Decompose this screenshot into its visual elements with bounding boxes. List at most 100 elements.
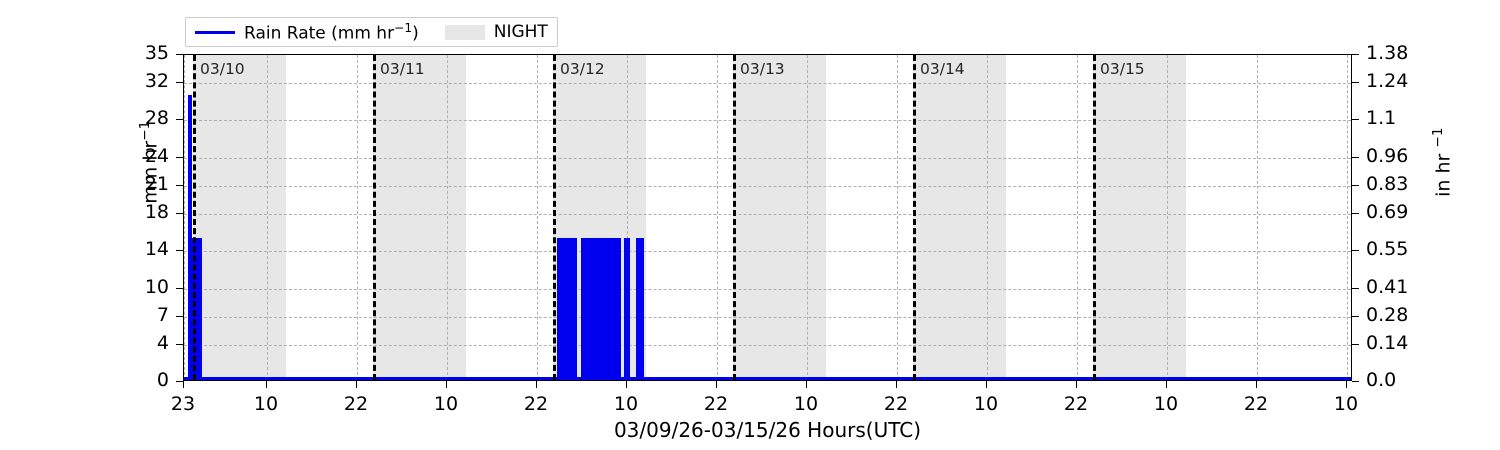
- y2-tick-mark-7: [1352, 156, 1359, 158]
- x-tick-mark-12: [1256, 381, 1257, 388]
- y2-tick-label-9: 1.24: [1366, 70, 1409, 93]
- x-tick-mark-7: [806, 381, 807, 388]
- night-band-4: [913, 55, 1006, 380]
- night-band-0: [193, 55, 286, 380]
- x-tick-mark-6: [716, 381, 717, 388]
- y2-tick-label-0: 0.0: [1366, 369, 1397, 391]
- gridline-horizontal-2: [184, 316, 1351, 318]
- y-tick-label-3: 10: [144, 275, 169, 298]
- y2-tick-label-8: 1.1: [1366, 107, 1397, 130]
- y-tick-label-7: 24: [144, 144, 169, 167]
- gridline-vertical-3: [447, 55, 448, 380]
- day-label-03-13: 03/13: [740, 60, 785, 78]
- gridline-vertical-1: [267, 55, 268, 380]
- y2-tick-mark-0: [1352, 381, 1359, 382]
- x-tick-mark-2: [356, 381, 357, 388]
- x-tick-label-13: 10: [1333, 393, 1359, 415]
- rain-rate-bar-1: [192, 238, 202, 380]
- y2-tick-label-2: 0.28: [1366, 303, 1409, 326]
- day-divider-03-10: [193, 55, 196, 380]
- y2-tick-mark-3: [1352, 287, 1359, 289]
- rain-rate-bar-5: [636, 238, 644, 380]
- x-tick-label-1: 10: [253, 393, 279, 415]
- day-label-03-11: 03/11: [380, 60, 425, 78]
- day-label-03-10: 03/10: [200, 60, 245, 78]
- y-tick-label-6: 21: [144, 172, 169, 195]
- y2-tick-label-10: 1.38: [1366, 42, 1409, 64]
- legend-line-icon: [195, 30, 235, 34]
- legend-entry-night: NIGHT: [444, 22, 548, 42]
- y2-tick-mark-9: [1352, 82, 1359, 84]
- gridline-vertical-2: [357, 55, 358, 380]
- x-tick-label-5: 10: [613, 393, 639, 415]
- gridline-horizontal-4: [184, 251, 1351, 253]
- night-band-5: [1093, 55, 1186, 380]
- y-tick-label-1: 4: [156, 331, 169, 354]
- legend-patch-icon: [444, 24, 485, 40]
- gridline-vertical-4: [537, 55, 538, 380]
- legend-label-rain-rate: Rain Rate (mm hr−1): [244, 20, 419, 44]
- gridline-horizontal-1: [184, 344, 1351, 346]
- gridline-vertical-10: [1077, 55, 1078, 380]
- y2-tick-label-1: 0.14: [1366, 331, 1409, 354]
- day-divider-03-15: [1093, 55, 1096, 380]
- x-tick-label-10: 22: [1063, 393, 1089, 415]
- x-tick-label-4: 22: [523, 393, 549, 415]
- x-tick-label-12: 22: [1243, 393, 1269, 415]
- legend-label-night: NIGHT: [493, 22, 548, 42]
- y-tick-mark-7: [176, 156, 183, 158]
- x-tick-mark-4: [536, 381, 537, 388]
- y2-tick-mark-8: [1352, 119, 1359, 121]
- rain-rate-bar-3: [581, 238, 621, 380]
- day-label-03-15: 03/15: [1100, 60, 1145, 78]
- y-tick-mark-9: [176, 82, 183, 84]
- y-tick-label-10: 35: [144, 42, 169, 64]
- gridline-horizontal-9: [184, 83, 1351, 85]
- secondary-y-axis-title: in hr −1: [1431, 127, 1455, 196]
- y-tick-label-8: 28: [144, 107, 169, 130]
- y-tick-label-9: 32: [144, 70, 169, 93]
- y-tick-mark-6: [176, 184, 183, 186]
- gridline-horizontal-7: [184, 157, 1351, 159]
- gridline-vertical-6: [717, 55, 718, 380]
- day-divider-03-14: [913, 55, 916, 380]
- y-tick-label-5: 18: [144, 200, 169, 223]
- x-tick-mark-10: [1076, 381, 1077, 388]
- y2-tick-label-6: 0.83: [1366, 172, 1409, 195]
- y2-tick-mark-6: [1352, 184, 1359, 186]
- day-label-03-12: 03/12: [560, 60, 605, 78]
- x-axis-title-text: 03/09/26-03/15/26 Hours(UTC): [613, 418, 922, 442]
- y-tick-label-4: 14: [144, 238, 169, 261]
- rain-rate-bar-0: [188, 95, 192, 380]
- x-tick-label-0: 23: [170, 393, 196, 415]
- x-tick-mark-9: [986, 381, 987, 388]
- night-band-1: [373, 55, 466, 380]
- y-tick-mark-5: [176, 212, 183, 214]
- x-tick-label-3: 10: [433, 393, 459, 415]
- x-tick-mark-0: [183, 381, 184, 388]
- y2-tick-label-7: 0.96: [1366, 144, 1409, 167]
- gridline-horizontal-6: [184, 185, 1351, 187]
- chart-legend[interactable]: Rain Rate (mm hr−1) NIGHT: [185, 17, 558, 47]
- gridline-vertical-5: [627, 55, 628, 380]
- secondary-y-axis-title-text: in hr −1: [1430, 127, 1455, 197]
- day-label-03-14: 03/14: [920, 60, 965, 78]
- x-tick-mark-8: [896, 381, 897, 388]
- night-band-3: [733, 55, 826, 380]
- x-tick-mark-5: [626, 381, 627, 388]
- y-tick-mark-4: [176, 250, 183, 252]
- x-tick-label-11: 10: [1153, 393, 1179, 415]
- y-tick-mark-8: [176, 119, 183, 121]
- x-tick-mark-11: [1166, 381, 1167, 388]
- x-tick-mark-1: [266, 381, 267, 388]
- day-divider-03-11: [373, 55, 376, 380]
- x-tick-label-8: 22: [883, 393, 909, 415]
- gridline-vertical-12: [1257, 55, 1258, 380]
- x-tick-label-2: 22: [343, 393, 369, 415]
- y2-tick-label-5: 0.69: [1366, 200, 1409, 223]
- gridline-horizontal-8: [184, 120, 1351, 122]
- gridline-vertical-13: [1347, 55, 1348, 380]
- y2-tick-label-3: 0.41: [1366, 275, 1409, 298]
- y-tick-label-2: 7: [156, 303, 169, 326]
